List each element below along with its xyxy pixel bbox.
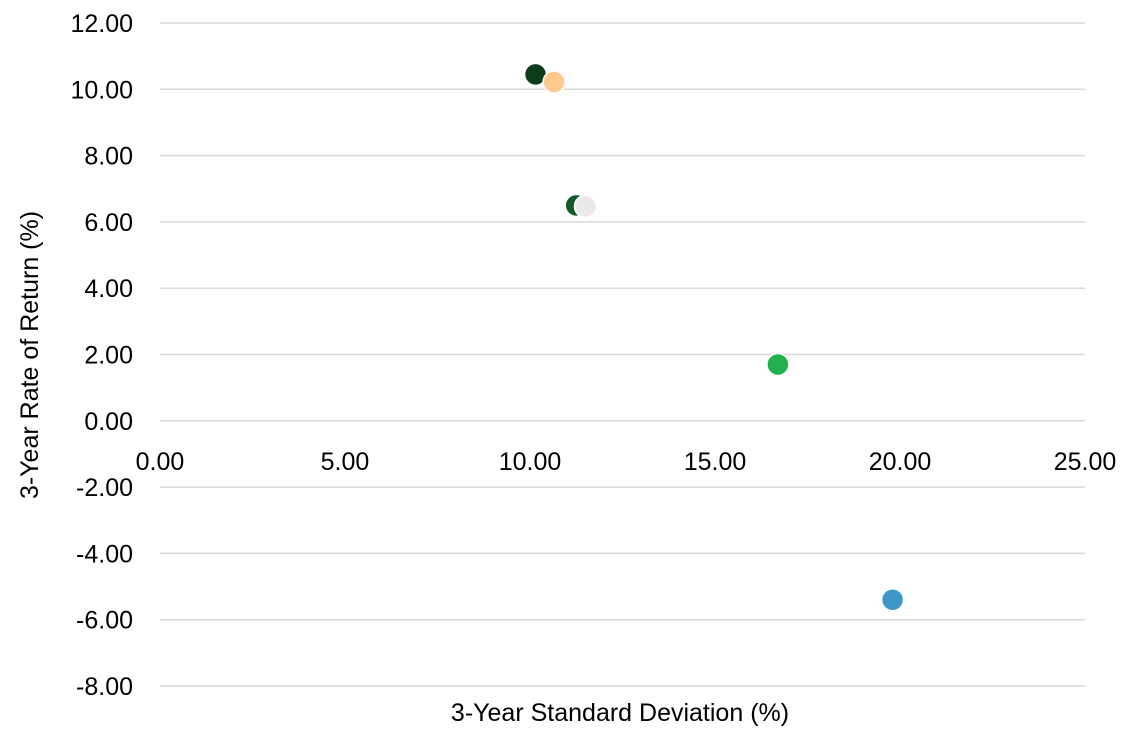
x-tick-label: 5.00 — [321, 448, 370, 476]
y-tick-label: 4.00 — [84, 275, 133, 303]
data-point — [766, 352, 790, 377]
y-tick-label: 0.00 — [84, 408, 133, 436]
x-tick-label: 15.00 — [684, 448, 747, 476]
y-tick-labels: 12.00 10.00 8.00 6.00 4.00 2.00 0.00 -2.00 -4.00… — [70, 10, 133, 701]
gridlines — [160, 22, 1085, 687]
x-tick-label: 25.00 — [1054, 448, 1117, 476]
data-point — [542, 70, 566, 94]
y-tick-label: 8.00 — [84, 143, 133, 171]
y-tick-label: -6.00 — [76, 607, 133, 635]
y-tick-label: 12.00 — [70, 10, 133, 38]
y-tick-label: 2.00 — [84, 342, 133, 370]
y-tick-label: 6.00 — [84, 209, 133, 237]
y-tick-label: 10.00 — [70, 76, 133, 104]
x-tick-label: 10.00 — [499, 448, 562, 476]
x-tick-label: 0.00 — [136, 448, 185, 476]
y-tick-label: -8.00 — [76, 673, 133, 701]
data-points — [523, 62, 905, 612]
y-tick-label: -2.00 — [76, 474, 133, 502]
data-point — [573, 194, 598, 219]
y-tick-label: -4.00 — [76, 540, 133, 568]
x-tick-label: 20.00 — [869, 448, 932, 476]
x-tick-labels: 0.00 5.00 10.00 15.00 20.00 25.00 — [136, 448, 1117, 476]
data-point — [880, 588, 905, 612]
x-axis-title: 3-Year Standard Deviation (%) — [451, 699, 789, 727]
y-axis-title: 3-Year Rate of Return (%) — [16, 211, 44, 499]
